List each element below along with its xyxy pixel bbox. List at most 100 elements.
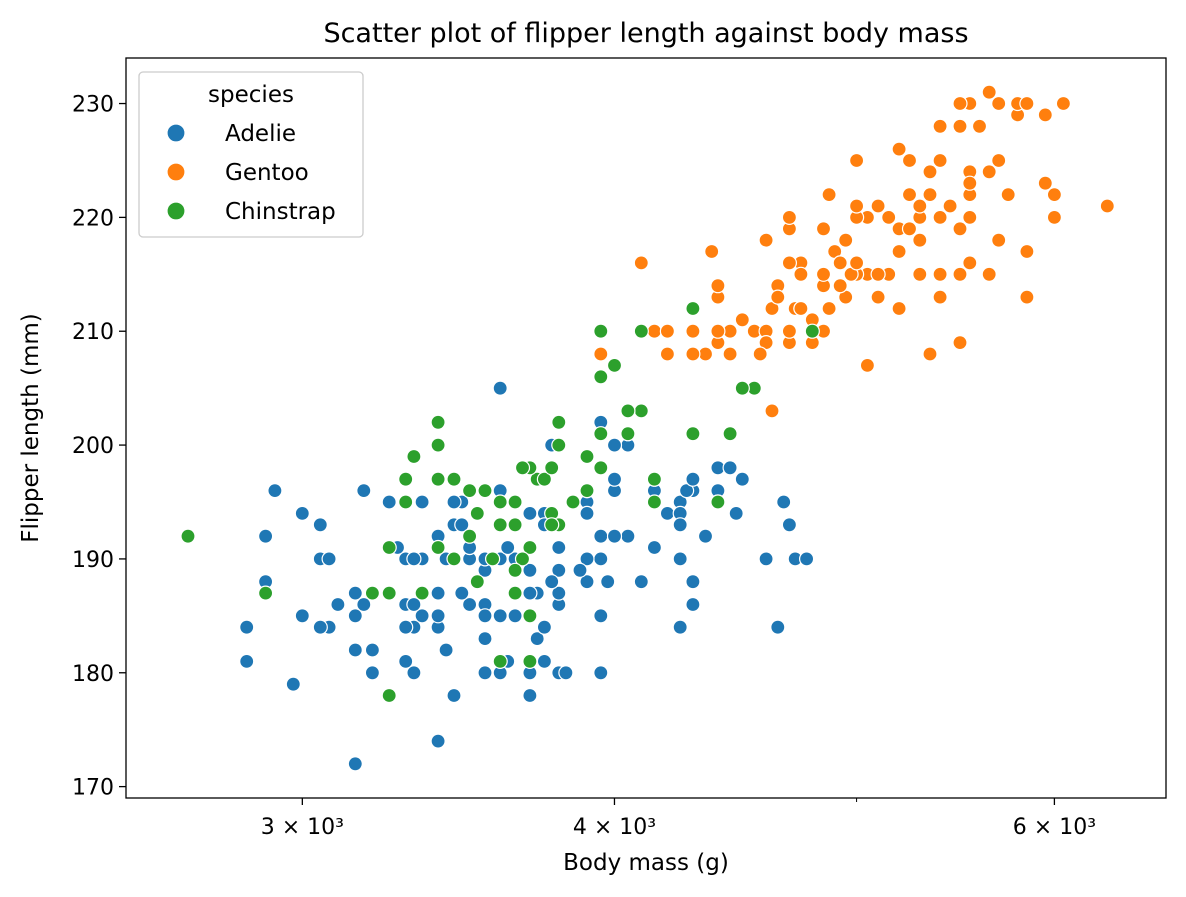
data-point-gentoo: [952, 335, 968, 351]
data-point-adelie: [529, 630, 545, 647]
data-point-chinstrap: [551, 437, 567, 453]
data-point-adelie: [356, 596, 372, 613]
data-point-gentoo: [1019, 95, 1035, 112]
data-point-chinstrap: [544, 460, 560, 476]
data-point-gentoo: [922, 346, 938, 362]
data-point-gentoo: [1055, 95, 1072, 112]
data-point-chinstrap: [507, 562, 523, 578]
data-point-adelie: [430, 585, 446, 601]
legend-label-chinstrap: Chinstrap: [225, 199, 336, 225]
data-point-adelie: [347, 642, 363, 658]
y-tick-label: 220: [72, 206, 114, 231]
data-point-chinstrap: [620, 403, 636, 419]
y-tick-label: 200: [72, 434, 114, 459]
data-point-adelie: [258, 528, 274, 544]
chart-title: Scatter plot of flipper length against b…: [323, 18, 968, 49]
data-point-adelie: [558, 665, 574, 681]
data-point-gentoo: [932, 289, 948, 305]
data-point-gentoo: [646, 323, 663, 339]
data-point-adelie: [285, 676, 301, 692]
data-point-gentoo: [832, 278, 848, 294]
y-tick-label: 180: [72, 662, 114, 687]
data-point-chinstrap: [462, 528, 478, 544]
data-point-adelie: [312, 619, 328, 635]
data-point-adelie: [551, 539, 567, 556]
data-point-chinstrap: [633, 323, 649, 339]
y-axis: 170 180 190 200 210 220 230: [72, 93, 126, 801]
data-point-gentoo: [901, 187, 918, 203]
data-point-gentoo: [685, 323, 701, 339]
data-point-chinstrap: [492, 517, 508, 533]
data-point-gentoo: [781, 255, 798, 271]
data-point-adelie: [593, 528, 609, 544]
data-point-gentoo: [832, 255, 848, 271]
data-point-gentoo: [901, 152, 918, 169]
data-point-adelie: [606, 471, 623, 487]
data-point-adelie: [728, 505, 744, 522]
x-tick-label: 3 × 10³: [261, 815, 344, 840]
data-point-gentoo: [952, 118, 968, 134]
data-point-adelie: [406, 596, 422, 613]
data-point-chinstrap: [381, 687, 397, 704]
data-point-adelie: [579, 574, 595, 590]
data-point-adelie: [593, 608, 609, 624]
data-point-chinstrap: [620, 426, 636, 442]
data-point-chinstrap: [446, 471, 462, 487]
data-point-adelie: [672, 517, 688, 533]
data-point-adelie: [430, 608, 446, 624]
data-point-chinstrap: [522, 653, 538, 670]
data-point-gentoo: [710, 323, 726, 339]
data-point-gentoo: [593, 346, 609, 362]
legend-box: [138, 71, 364, 238]
data-point-adelie: [294, 505, 310, 522]
data-point-adelie: [606, 437, 623, 453]
data-point-gentoo: [859, 357, 876, 373]
data-point-gentoo: [912, 198, 928, 214]
data-point-adelie: [321, 551, 337, 567]
data-point-gentoo: [1019, 289, 1035, 305]
legend-marker-adelie: [166, 123, 186, 143]
data-point-chinstrap: [462, 483, 478, 499]
data-point-gentoo: [870, 198, 886, 214]
data-point-adelie: [477, 630, 493, 647]
data-point-adelie: [446, 687, 462, 704]
data-point-chinstrap: [804, 323, 820, 339]
data-point-adelie: [770, 619, 786, 635]
data-point-gentoo: [1019, 243, 1035, 260]
data-point-chinstrap: [507, 494, 523, 510]
data-point-adelie: [492, 608, 508, 624]
data-point-chinstrap: [685, 426, 701, 442]
data-point-adelie: [685, 596, 701, 613]
data-point-adelie: [364, 642, 380, 658]
data-point-chinstrap: [406, 448, 422, 465]
y-axis-label: Flipper length (mm): [18, 313, 44, 543]
data-point-gentoo: [734, 312, 750, 328]
data-point-adelie: [672, 619, 688, 635]
data-point-chinstrap: [514, 460, 531, 476]
data-point-chinstrap: [430, 471, 446, 487]
data-point-adelie: [572, 562, 588, 578]
data-point-adelie: [593, 551, 609, 567]
data-point-gentoo: [821, 300, 837, 317]
data-point-gentoo: [1000, 187, 1016, 203]
data-point-gentoo: [901, 221, 918, 237]
y-tick-label: 190: [72, 548, 114, 573]
data-point-gentoo: [848, 255, 865, 271]
data-point-chinstrap: [381, 539, 397, 556]
data-point-adelie: [776, 494, 792, 510]
legend: species Adelie Gentoo Chinstrap: [138, 71, 364, 238]
data-point-gentoo: [870, 289, 886, 305]
data-point-gentoo: [932, 152, 948, 169]
data-point-adelie: [544, 574, 560, 590]
data-point-gentoo: [793, 266, 809, 282]
data-point-adelie: [551, 562, 567, 578]
data-point-gentoo: [815, 221, 832, 237]
data-point-adelie: [477, 665, 493, 681]
data-point-chinstrap: [258, 585, 274, 601]
data-point-adelie: [406, 551, 422, 567]
data-point-adelie: [364, 665, 380, 681]
data-point-gentoo: [821, 187, 837, 203]
data-point-chinstrap: [381, 585, 397, 601]
data-point-gentoo: [922, 164, 938, 180]
